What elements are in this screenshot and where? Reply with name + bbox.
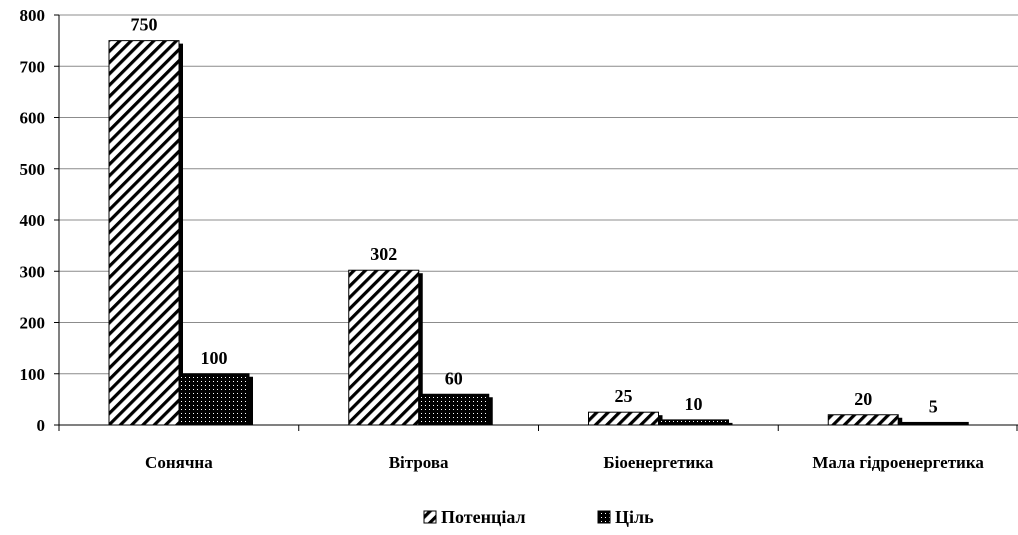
bar-potential <box>108 40 180 426</box>
legend-swatch <box>423 510 437 524</box>
data-label: 60 <box>445 368 463 388</box>
data-label: 20 <box>854 389 872 409</box>
bar-potential <box>588 411 659 426</box>
bar-target <box>658 419 729 426</box>
legend-label: Потенціал <box>441 507 526 527</box>
axes: 0 100 200 300 400 500 600 700 800 Сонячна Вітрова Б… <box>20 6 1018 472</box>
y-tick-label: 0 <box>37 416 46 435</box>
data-label: 5 <box>929 396 938 416</box>
data-label: 25 <box>615 386 633 406</box>
y-tick-label: 100 <box>20 365 46 384</box>
bar-potential <box>348 269 420 426</box>
bar-shadow <box>418 273 423 425</box>
y-tick-label: 600 <box>20 109 46 128</box>
data-labels: 750 302 25 20 100 60 10 5 <box>131 15 938 417</box>
bar-shadow <box>488 397 493 425</box>
legend: Потенціал Ціль <box>423 507 654 527</box>
y-tick-label: 800 <box>20 6 46 25</box>
gridlines <box>59 14 1018 375</box>
legend-label: Ціль <box>615 507 654 527</box>
y-tick-label: 300 <box>20 262 46 281</box>
data-label: 10 <box>685 394 703 414</box>
y-tick-label: 200 <box>20 314 46 333</box>
bars <box>108 40 969 426</box>
x-tick-label: Мала гідроенергетика <box>812 453 984 472</box>
bar-target <box>178 373 250 426</box>
bar-target <box>418 393 490 426</box>
x-tick-label: Сонячна <box>145 453 213 472</box>
bar-shadow <box>249 376 253 425</box>
bar-target <box>897 421 969 426</box>
x-tick-label: Біоенергетика <box>603 453 714 472</box>
y-tick-label: 400 <box>20 211 46 230</box>
y-tick-label: 500 <box>20 160 46 179</box>
bar-shadow <box>728 422 733 425</box>
data-label: 302 <box>370 244 397 264</box>
bar-potential <box>827 414 899 426</box>
x-tick-label: Вітрова <box>389 453 449 472</box>
y-tick-label: 700 <box>20 57 46 76</box>
bar-shadow <box>179 43 183 425</box>
legend-swatch <box>597 510 611 524</box>
bar-shadow <box>898 417 903 425</box>
data-label: 100 <box>201 348 228 368</box>
data-label: 750 <box>131 15 158 35</box>
